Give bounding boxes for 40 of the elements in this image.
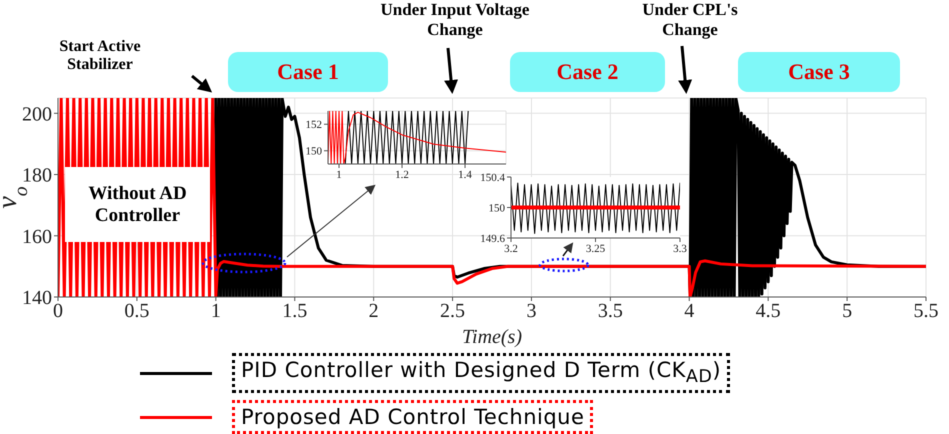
x-axis-title: Time(s) [462,326,522,348]
x-tick-label: 2.5 [440,300,466,322]
y-tick-label: 149.6 [480,232,506,245]
text: Under Input Voltage Change [380,0,530,40]
y-tick-label: 160 [22,226,52,248]
legend-label: PID Controller with Designed D Term (CK$_{AD}$) [241,358,722,388]
y-tick-label: 150.4 [480,172,506,184]
dotted-frame: PID Controller with Designed D Term (CK$_{AD}$) [232,353,730,393]
legend-label: Proposed AD Control Technique [241,405,584,429]
text: Under CPL's Change [641,0,739,40]
dotted-frame: Proposed AD Control Technique [232,400,594,434]
x-tick-label: 1.5 [282,300,308,322]
y-tick-label: 200 [22,103,52,126]
y-tick-label: 140 [22,287,52,310]
x-tick-label: 1 [210,300,221,322]
annotation: Without AD Controller [87,182,188,226]
y-tick-label: 180 [22,164,52,187]
x-tick-label: 5 [842,300,852,322]
y-tick-label: 150 [306,146,322,158]
x-tick-label: 1.2 [395,168,409,181]
y-tick-label: 152 [306,119,322,132]
x-tick-label: 4.5 [756,300,781,322]
x-tick-label: 3.25 [586,242,606,255]
x-tick-label: 3 [526,300,536,322]
x-tick-label: 3.5 [598,300,623,322]
line-series [511,182,680,234]
x-tick-label: 0.5 [124,300,150,322]
x-tick-label: 4 [684,300,694,322]
text: Start Active Stabilizer [58,38,142,75]
x-tick-label: 5.5 [914,300,938,322]
x-tick-label: 2 [368,300,379,322]
text: Case 3 [788,59,850,85]
text: Case 2 [556,59,618,85]
x-tick-label: 1 [336,168,342,181]
text: Case 1 [277,59,339,85]
x-tick-label: 1.4 [458,168,472,181]
x-tick-label: 3.3 [673,242,688,255]
x-tick-label: 3.2 [504,242,518,255]
x-tick-label: 0 [53,300,63,322]
y-tick-label: 150 [488,202,506,214]
